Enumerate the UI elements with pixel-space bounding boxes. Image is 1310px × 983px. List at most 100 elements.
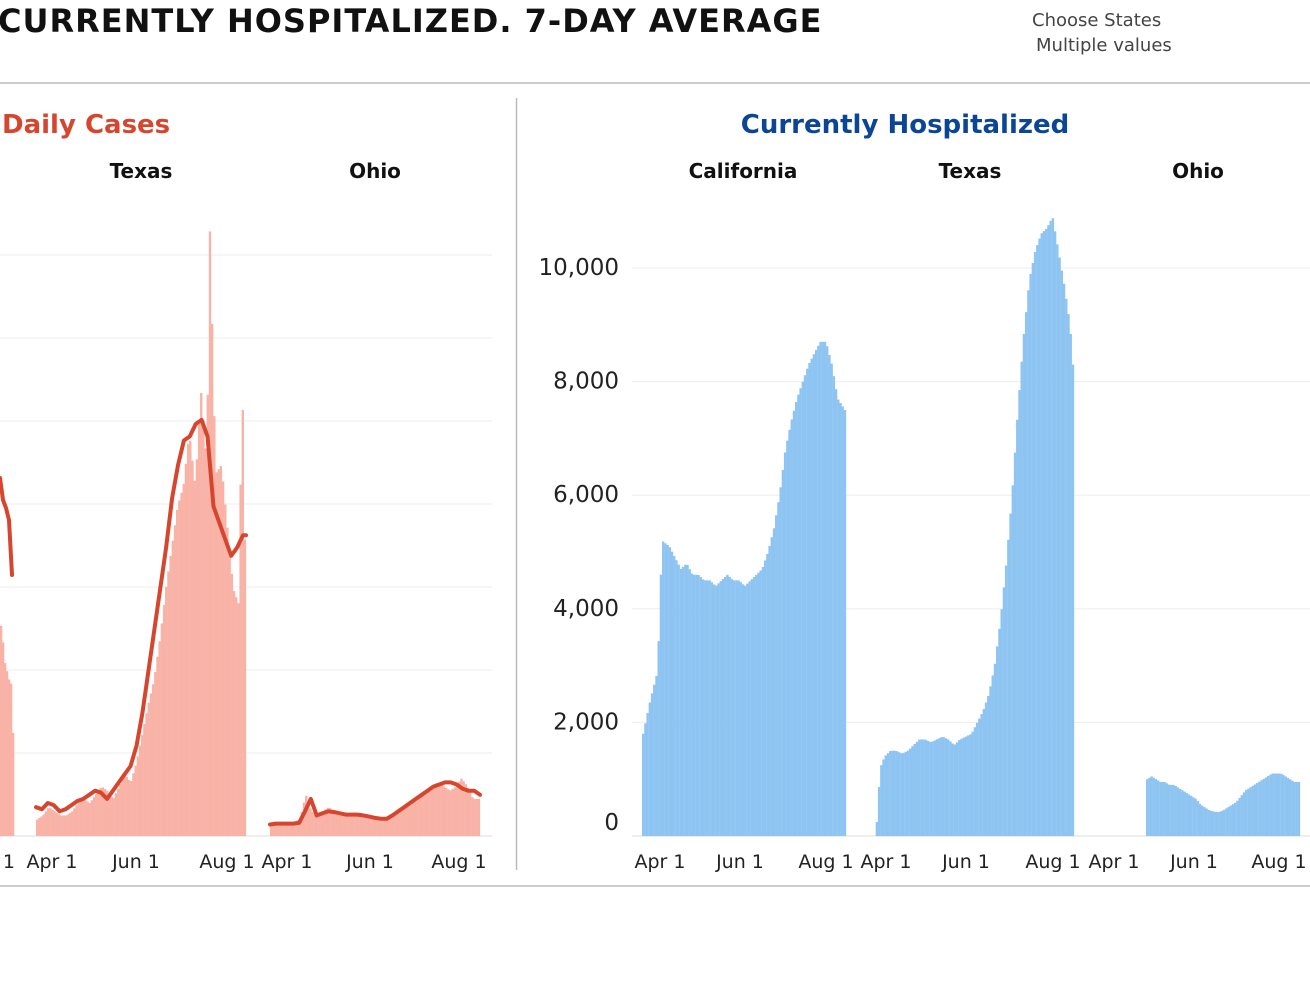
cases-bar <box>307 802 310 836</box>
hosp-bar <box>897 752 901 836</box>
hosp-bar <box>763 560 767 836</box>
cases-bar <box>429 787 433 836</box>
cases-bar <box>285 823 288 836</box>
hosp-bar <box>1238 797 1241 836</box>
hosp-bar <box>748 581 751 836</box>
hosp-bar <box>884 755 887 836</box>
hosp-bar <box>750 579 754 836</box>
hosp-bar <box>664 543 667 836</box>
hosp-bar <box>1011 485 1014 836</box>
cases-bar <box>243 539 247 836</box>
cases-bar <box>57 814 61 836</box>
hosp-bar <box>906 750 910 836</box>
cases-bar <box>462 781 465 836</box>
cases-bar <box>206 394 209 836</box>
hosp-bar <box>1148 777 1151 836</box>
cases-bar <box>434 784 437 836</box>
hosp-bar <box>1047 225 1050 836</box>
hosp-bar <box>975 722 979 836</box>
hosp-bar <box>681 566 685 836</box>
hosp-chart: 0 2,000 4,000 6,000 8,000 10,000 California Apr… <box>539 159 1310 873</box>
cases-bar <box>60 815 63 836</box>
hosp-bar <box>688 569 691 836</box>
hosp-bar <box>889 751 892 836</box>
cases-bar <box>226 527 229 836</box>
cases-bar <box>40 816 43 836</box>
hosp-bar <box>1183 791 1186 836</box>
hosp-bar <box>730 579 734 836</box>
hosp-bar <box>1227 806 1230 836</box>
cases-bar <box>425 791 428 836</box>
cases-panel-label: Texas <box>110 159 173 183</box>
hosp-bar <box>891 750 894 836</box>
cases-bar <box>469 792 472 836</box>
hosp-bar <box>984 702 988 836</box>
cases-bar <box>302 802 306 836</box>
hosp-bar <box>661 541 665 836</box>
hosp-bar <box>1247 788 1250 836</box>
cases-bar <box>420 794 424 836</box>
hosp-bar <box>679 568 683 836</box>
cases-bar <box>149 693 153 836</box>
hosp-bar <box>821 341 824 836</box>
hosp-bar <box>1269 774 1272 836</box>
cases-bar <box>455 784 459 836</box>
state-filter[interactable]: Choose States Multiple values <box>1032 8 1172 58</box>
hosp-bar <box>823 341 827 836</box>
hosp-bar <box>817 345 820 836</box>
cases-clipped-bar-3 <box>6 671 9 836</box>
hosp-bar <box>772 528 776 836</box>
hosp-bar <box>757 572 760 836</box>
cases-x-tick: Jun 1 <box>345 851 394 873</box>
cases-bar <box>331 809 334 836</box>
cases-bar <box>97 790 100 836</box>
hosp-bar <box>1002 587 1006 836</box>
hosp-bar <box>882 759 885 836</box>
cases-bar <box>309 808 312 836</box>
hosp-bar <box>1278 773 1281 836</box>
hosp-bar <box>904 751 908 836</box>
hosp-bar <box>1245 790 1248 836</box>
hosp-bar <box>962 737 965 836</box>
cases-bar <box>213 416 216 836</box>
cases-bar <box>414 798 417 836</box>
hosp-bar <box>712 584 716 836</box>
cases-bar <box>291 822 295 836</box>
hosp-bar <box>1033 252 1037 837</box>
hosp-bar <box>877 787 881 836</box>
hosp-bar <box>826 346 829 836</box>
cases-bar <box>219 466 223 836</box>
cases-bar <box>274 822 277 836</box>
hosp-bar <box>1223 809 1226 836</box>
cases-bar <box>366 815 369 836</box>
cases-bar <box>324 809 328 836</box>
cases-bar <box>326 807 330 836</box>
hosp-bar <box>1207 809 1210 836</box>
cases-bar <box>158 641 161 836</box>
hosp-bar <box>684 564 687 836</box>
cases-bar <box>160 623 164 836</box>
hosp-y-tick: 0 <box>604 810 619 836</box>
hosp-bar <box>1056 244 1059 836</box>
hosp-y-tick: 10,000 <box>539 255 619 281</box>
cases-bar <box>239 484 242 836</box>
cases-bar <box>300 811 303 836</box>
hosp-x-tick: Apr 1 <box>635 851 686 873</box>
hosp-bar <box>942 737 945 836</box>
cases-bar <box>392 814 395 836</box>
hosp-bar <box>953 744 957 836</box>
hosp-bar <box>741 584 745 836</box>
cases-clipped-bar-4 <box>8 679 11 836</box>
cases-bar <box>99 787 102 836</box>
hosp-bar <box>982 709 986 836</box>
hosp-bar <box>969 734 972 836</box>
cases-avg-line <box>268 780 482 827</box>
hosp-bar <box>1249 787 1252 836</box>
hosp-bar <box>1020 361 1023 836</box>
state-filter-value[interactable]: Multiple values <box>1036 35 1172 56</box>
cases-bar <box>475 798 478 836</box>
cases-bar <box>412 800 415 836</box>
cases-bar <box>335 812 338 836</box>
cases-bar <box>116 788 120 836</box>
hosp-bar <box>801 381 805 836</box>
